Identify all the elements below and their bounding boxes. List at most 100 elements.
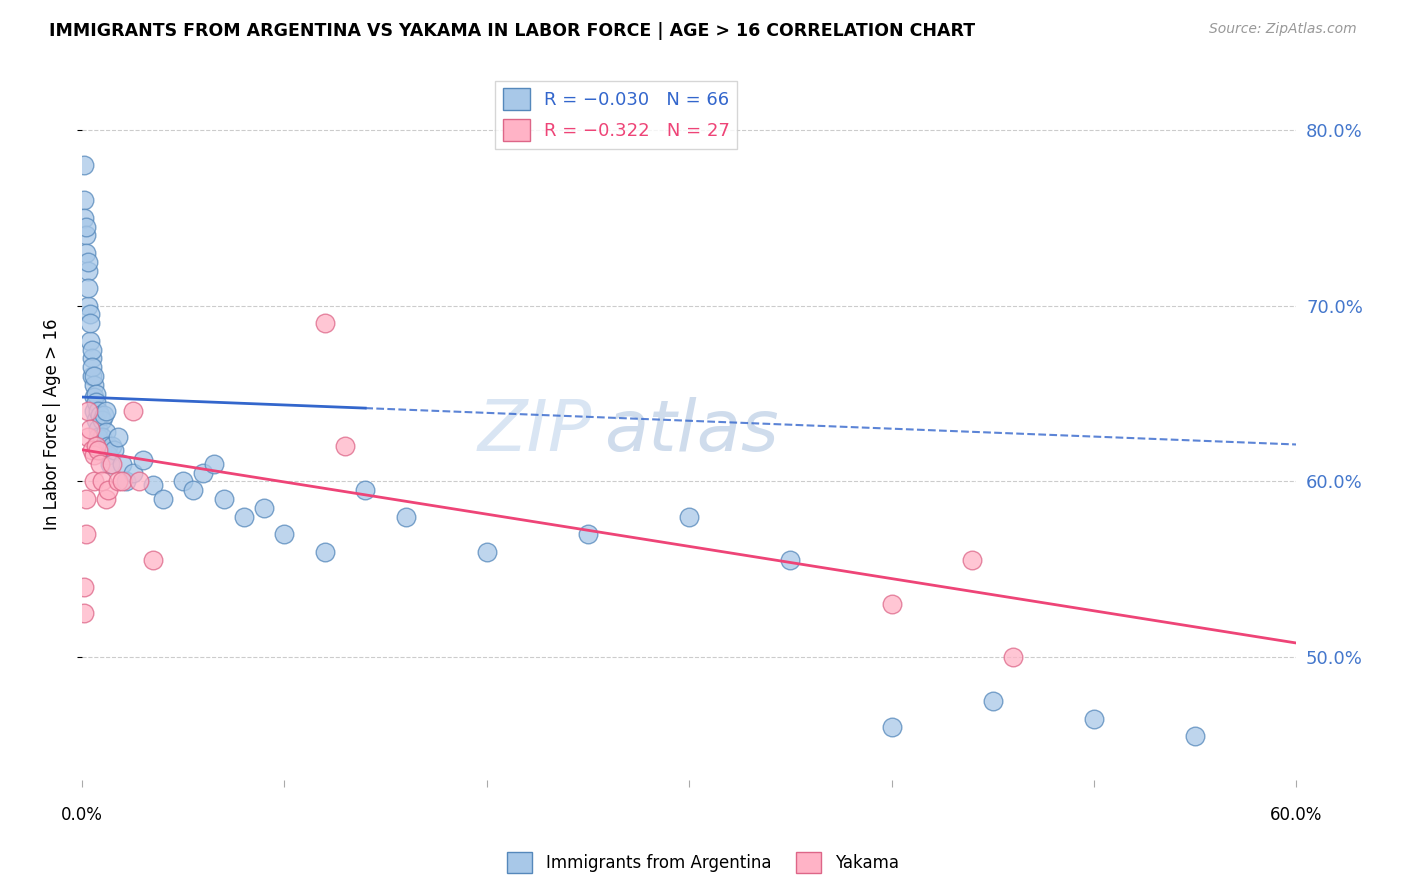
Point <box>1001 650 1024 665</box>
Point <box>395 509 418 524</box>
Point <box>80 442 103 457</box>
Text: 0.0%: 0.0% <box>60 806 103 824</box>
Point <box>87 430 110 444</box>
Point <box>83 377 105 392</box>
Point <box>83 390 105 404</box>
Point <box>212 491 235 506</box>
Text: Source: ZipAtlas.com: Source: ZipAtlas.com <box>1209 22 1357 37</box>
Point <box>84 395 107 409</box>
Point <box>79 308 101 322</box>
Point <box>98 457 121 471</box>
Point <box>84 386 107 401</box>
Point <box>75 491 97 506</box>
Point <box>77 299 100 313</box>
Point <box>107 475 129 489</box>
Legend: Immigrants from Argentina, Yakama: Immigrants from Argentina, Yakama <box>501 846 905 880</box>
Point <box>253 500 276 515</box>
Point <box>101 439 124 453</box>
Text: IMMIGRANTS FROM ARGENTINA VS YAKAMA IN LABOR FORCE | AGE > 16 CORRELATION CHART: IMMIGRANTS FROM ARGENTINA VS YAKAMA IN L… <box>49 22 976 40</box>
Text: ZIP: ZIP <box>478 397 592 466</box>
Point <box>880 720 903 734</box>
Point <box>121 466 143 480</box>
Point <box>87 442 110 457</box>
Point <box>678 509 700 524</box>
Point <box>73 194 96 208</box>
Point <box>77 281 100 295</box>
Point <box>89 408 111 422</box>
Point <box>103 442 125 457</box>
Point <box>111 457 134 471</box>
Point <box>115 475 138 489</box>
Point <box>152 491 174 506</box>
Point <box>79 334 101 348</box>
Point <box>91 442 114 457</box>
Point <box>880 598 903 612</box>
Point <box>83 475 105 489</box>
Point <box>91 475 114 489</box>
Point <box>981 694 1004 708</box>
Point <box>75 228 97 243</box>
Point <box>73 580 96 594</box>
Point <box>96 404 118 418</box>
Point <box>79 422 101 436</box>
Point <box>97 448 120 462</box>
Point <box>83 368 105 383</box>
Point <box>73 158 96 172</box>
Point <box>89 457 111 471</box>
Point <box>962 553 984 567</box>
Point <box>314 316 336 330</box>
Point <box>91 430 114 444</box>
Point <box>75 527 97 541</box>
Point <box>87 422 110 436</box>
Point <box>96 491 118 506</box>
Point <box>97 439 120 453</box>
Point <box>83 448 105 462</box>
Y-axis label: In Labor Force | Age > 16: In Labor Force | Age > 16 <box>44 318 60 530</box>
Point <box>202 457 225 471</box>
Legend: R = −0.030   N = 66, R = −0.322   N = 27: R = −0.030 N = 66, R = −0.322 N = 27 <box>495 81 737 149</box>
Point <box>779 553 801 567</box>
Point <box>91 413 114 427</box>
Point <box>97 483 120 498</box>
Point <box>314 544 336 558</box>
Point <box>84 439 107 453</box>
Point <box>80 360 103 375</box>
Point <box>79 316 101 330</box>
Point <box>93 408 115 422</box>
Point <box>77 404 100 418</box>
Point <box>131 453 153 467</box>
Text: atlas: atlas <box>605 397 779 466</box>
Point <box>193 466 215 480</box>
Point <box>89 442 111 457</box>
Text: 60.0%: 60.0% <box>1270 806 1323 824</box>
Point <box>77 263 100 277</box>
Point <box>172 475 194 489</box>
Point <box>576 527 599 541</box>
Point <box>96 425 118 440</box>
Point <box>80 368 103 383</box>
Point <box>84 413 107 427</box>
Point <box>75 246 97 260</box>
Point <box>232 509 254 524</box>
Point <box>107 430 129 444</box>
Point <box>181 483 204 498</box>
Point <box>73 606 96 620</box>
Point <box>80 351 103 366</box>
Point <box>121 404 143 418</box>
Point <box>142 553 165 567</box>
Point <box>73 211 96 225</box>
Point <box>128 475 150 489</box>
Point <box>83 404 105 418</box>
Point <box>87 404 110 418</box>
Point <box>77 254 100 268</box>
Point <box>111 475 134 489</box>
Point <box>1184 729 1206 743</box>
Point <box>475 544 498 558</box>
Point <box>142 478 165 492</box>
Point <box>333 439 356 453</box>
Point <box>273 527 295 541</box>
Point <box>75 219 97 234</box>
Point <box>80 343 103 357</box>
Point <box>101 457 124 471</box>
Point <box>1083 712 1105 726</box>
